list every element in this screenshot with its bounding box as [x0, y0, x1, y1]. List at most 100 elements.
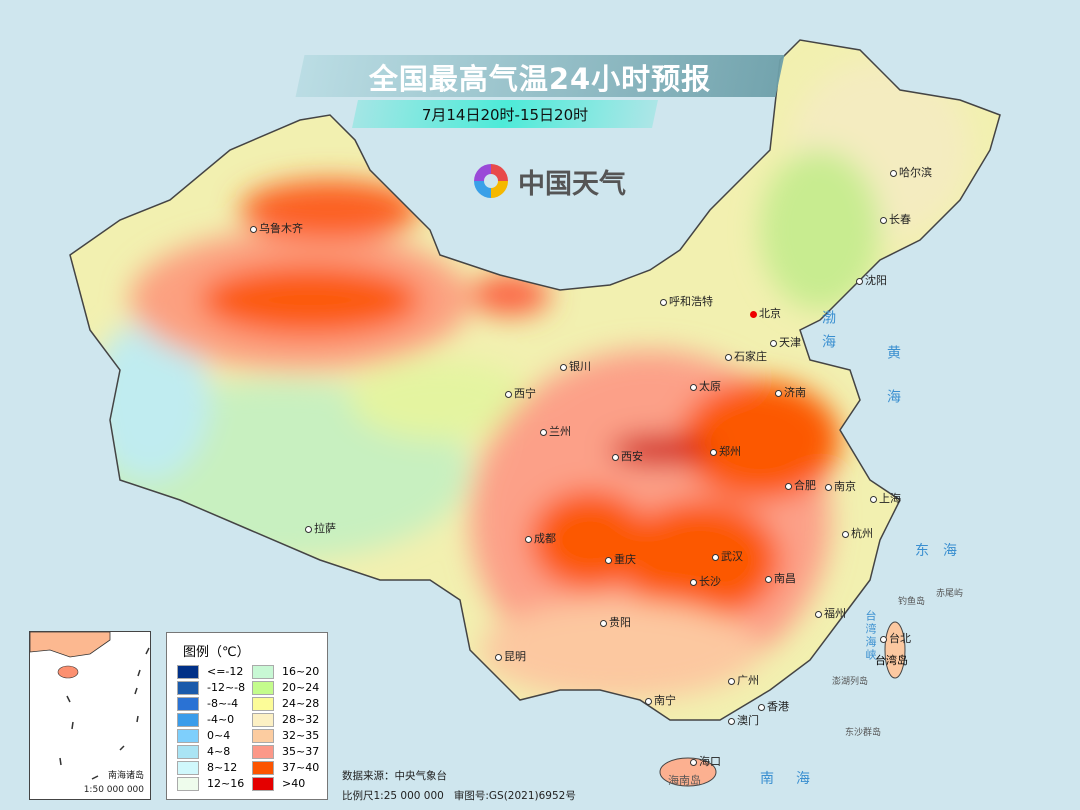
legend-label: >40 — [282, 777, 306, 790]
city-label: 武汉 — [712, 548, 743, 564]
legend-swatch — [252, 776, 274, 791]
legend-item: 35~37 — [252, 744, 327, 759]
south-china-sea-inset: 南海诸岛 1:50 000 000 — [29, 631, 151, 800]
island-label: 澎湖列岛 — [832, 677, 869, 687]
city-label: 长春 — [880, 211, 911, 227]
legend-item: 28~32 — [252, 712, 327, 727]
sea-label: 渤海 — [820, 310, 836, 358]
city-label: 杭州 — [842, 525, 873, 541]
city-label: 拉萨 — [305, 520, 336, 536]
legend-swatch — [252, 712, 274, 727]
legend-swatch — [177, 760, 199, 775]
city-label: 长沙 — [690, 573, 721, 589]
legend-item: 37~40 — [252, 760, 327, 775]
legend-label: -4~0 — [207, 713, 235, 726]
city-label-capital: 北京 — [750, 305, 781, 321]
city-label: 昆明 — [495, 648, 526, 664]
city-label: 石家庄 — [725, 348, 767, 364]
legend-title: 图例（℃） — [183, 645, 250, 660]
legend-swatch — [252, 696, 274, 711]
legend-item: -8~-4 — [177, 696, 252, 711]
legend-item: -4~0 — [177, 712, 252, 727]
legend-swatch — [252, 664, 274, 679]
city-label: 海口 — [690, 753, 721, 769]
island-label: 钓鱼岛 — [898, 597, 926, 607]
legend-swatch — [252, 760, 274, 775]
island-label: 东沙群岛 — [845, 728, 882, 738]
city-label: 西宁 — [505, 385, 536, 401]
city-label: 呼和浩特 — [660, 293, 713, 309]
legend-swatch — [177, 696, 199, 711]
legend-label: 20~24 — [282, 681, 320, 694]
legend-swatch — [177, 664, 199, 679]
island-label: 台湾岛 — [875, 654, 908, 667]
legend-label: 35~37 — [282, 745, 320, 758]
city-label: 香港 — [758, 698, 789, 714]
city-label: 台北 — [880, 630, 911, 646]
sea-label: 黄海 — [885, 345, 901, 433]
legend-item: -12~-8 — [177, 680, 252, 695]
city-label: 乌鲁木齐 — [250, 220, 303, 236]
map-scale-approval: 比例尺1:25 000 000 审图号:GS(2021)6952号 — [342, 788, 576, 803]
page-title: 全国最高气温24小时预报 — [368, 62, 712, 96]
city-label: 南昌 — [765, 570, 796, 586]
city-label: 广州 — [728, 672, 759, 688]
city-label: 银川 — [560, 358, 591, 374]
legend-item: 4~8 — [177, 744, 252, 759]
city-label: 上海 — [870, 490, 901, 506]
legend-label: <=-12 — [207, 665, 244, 678]
legend-item: >40 — [252, 776, 327, 791]
forecast-period: 7月14日20时-15日20时 — [421, 106, 589, 124]
city-label: 南宁 — [645, 692, 676, 708]
city-label: 成都 — [525, 530, 556, 546]
legend-swatch — [177, 728, 199, 743]
legend-label: -12~-8 — [207, 681, 246, 694]
legend-label: 8~12 — [207, 761, 238, 774]
city-label: 合肥 — [785, 477, 816, 493]
legend-label: 16~20 — [282, 665, 320, 678]
city-label: 郑州 — [710, 443, 741, 459]
city-label: 沈阳 — [856, 272, 887, 288]
legend-swatch — [177, 744, 199, 759]
legend-label: 28~32 — [282, 713, 320, 726]
city-label: 兰州 — [540, 423, 571, 439]
weather-logo-icon — [474, 164, 508, 198]
legend-swatch — [252, 728, 274, 743]
city-label: 南京 — [825, 478, 856, 494]
inset-map — [30, 632, 150, 780]
legend-item: 8~12 — [177, 760, 252, 775]
legend-label: 32~35 — [282, 729, 320, 742]
approval-number: 审图号:GS(2021)6952号 — [453, 790, 576, 802]
legend-swatch — [252, 744, 274, 759]
legend-label: 0~4 — [207, 729, 231, 742]
legend-item: <=-12 — [177, 664, 252, 679]
sea-label: 台湾海峡 — [864, 610, 877, 662]
city-label: 哈尔滨 — [890, 164, 932, 180]
legend-label: 12~16 — [207, 777, 245, 790]
map-scale: 比例尺1:25 000 000 — [342, 790, 444, 802]
legend-item: 12~16 — [177, 776, 252, 791]
sea-label: 南海 — [760, 771, 832, 787]
legend-item: 32~35 — [252, 728, 327, 743]
logo: 中国天气 — [470, 160, 626, 202]
city-label: 天津 — [770, 334, 801, 350]
inset-scale: 1:50 000 000 — [83, 785, 144, 795]
legend-item: 24~28 — [252, 696, 327, 711]
sea-label: 东海 — [915, 543, 971, 559]
legend-item: 20~24 — [252, 680, 327, 695]
legend-swatch — [177, 680, 199, 695]
data-source: 数据来源：中央气象台 — [342, 770, 447, 782]
city-label: 济南 — [775, 384, 806, 400]
island-label: 海南岛 — [668, 774, 701, 787]
legend-swatch — [177, 712, 199, 727]
legend-swatch — [177, 776, 199, 791]
inset-title: 南海诸岛 — [107, 771, 144, 781]
legend: 图例（℃） <=-12 16~20 -12~-8 20~24 -8~-4 24~28 -4~… — [166, 632, 328, 800]
legend-label: 37~40 — [282, 761, 320, 774]
legend-label: 24~28 — [282, 697, 320, 710]
legend-swatch — [252, 680, 274, 695]
city-label: 福州 — [815, 605, 846, 621]
island-label: 赤尾屿 — [936, 589, 964, 599]
legend-item: 0~4 — [177, 728, 252, 743]
